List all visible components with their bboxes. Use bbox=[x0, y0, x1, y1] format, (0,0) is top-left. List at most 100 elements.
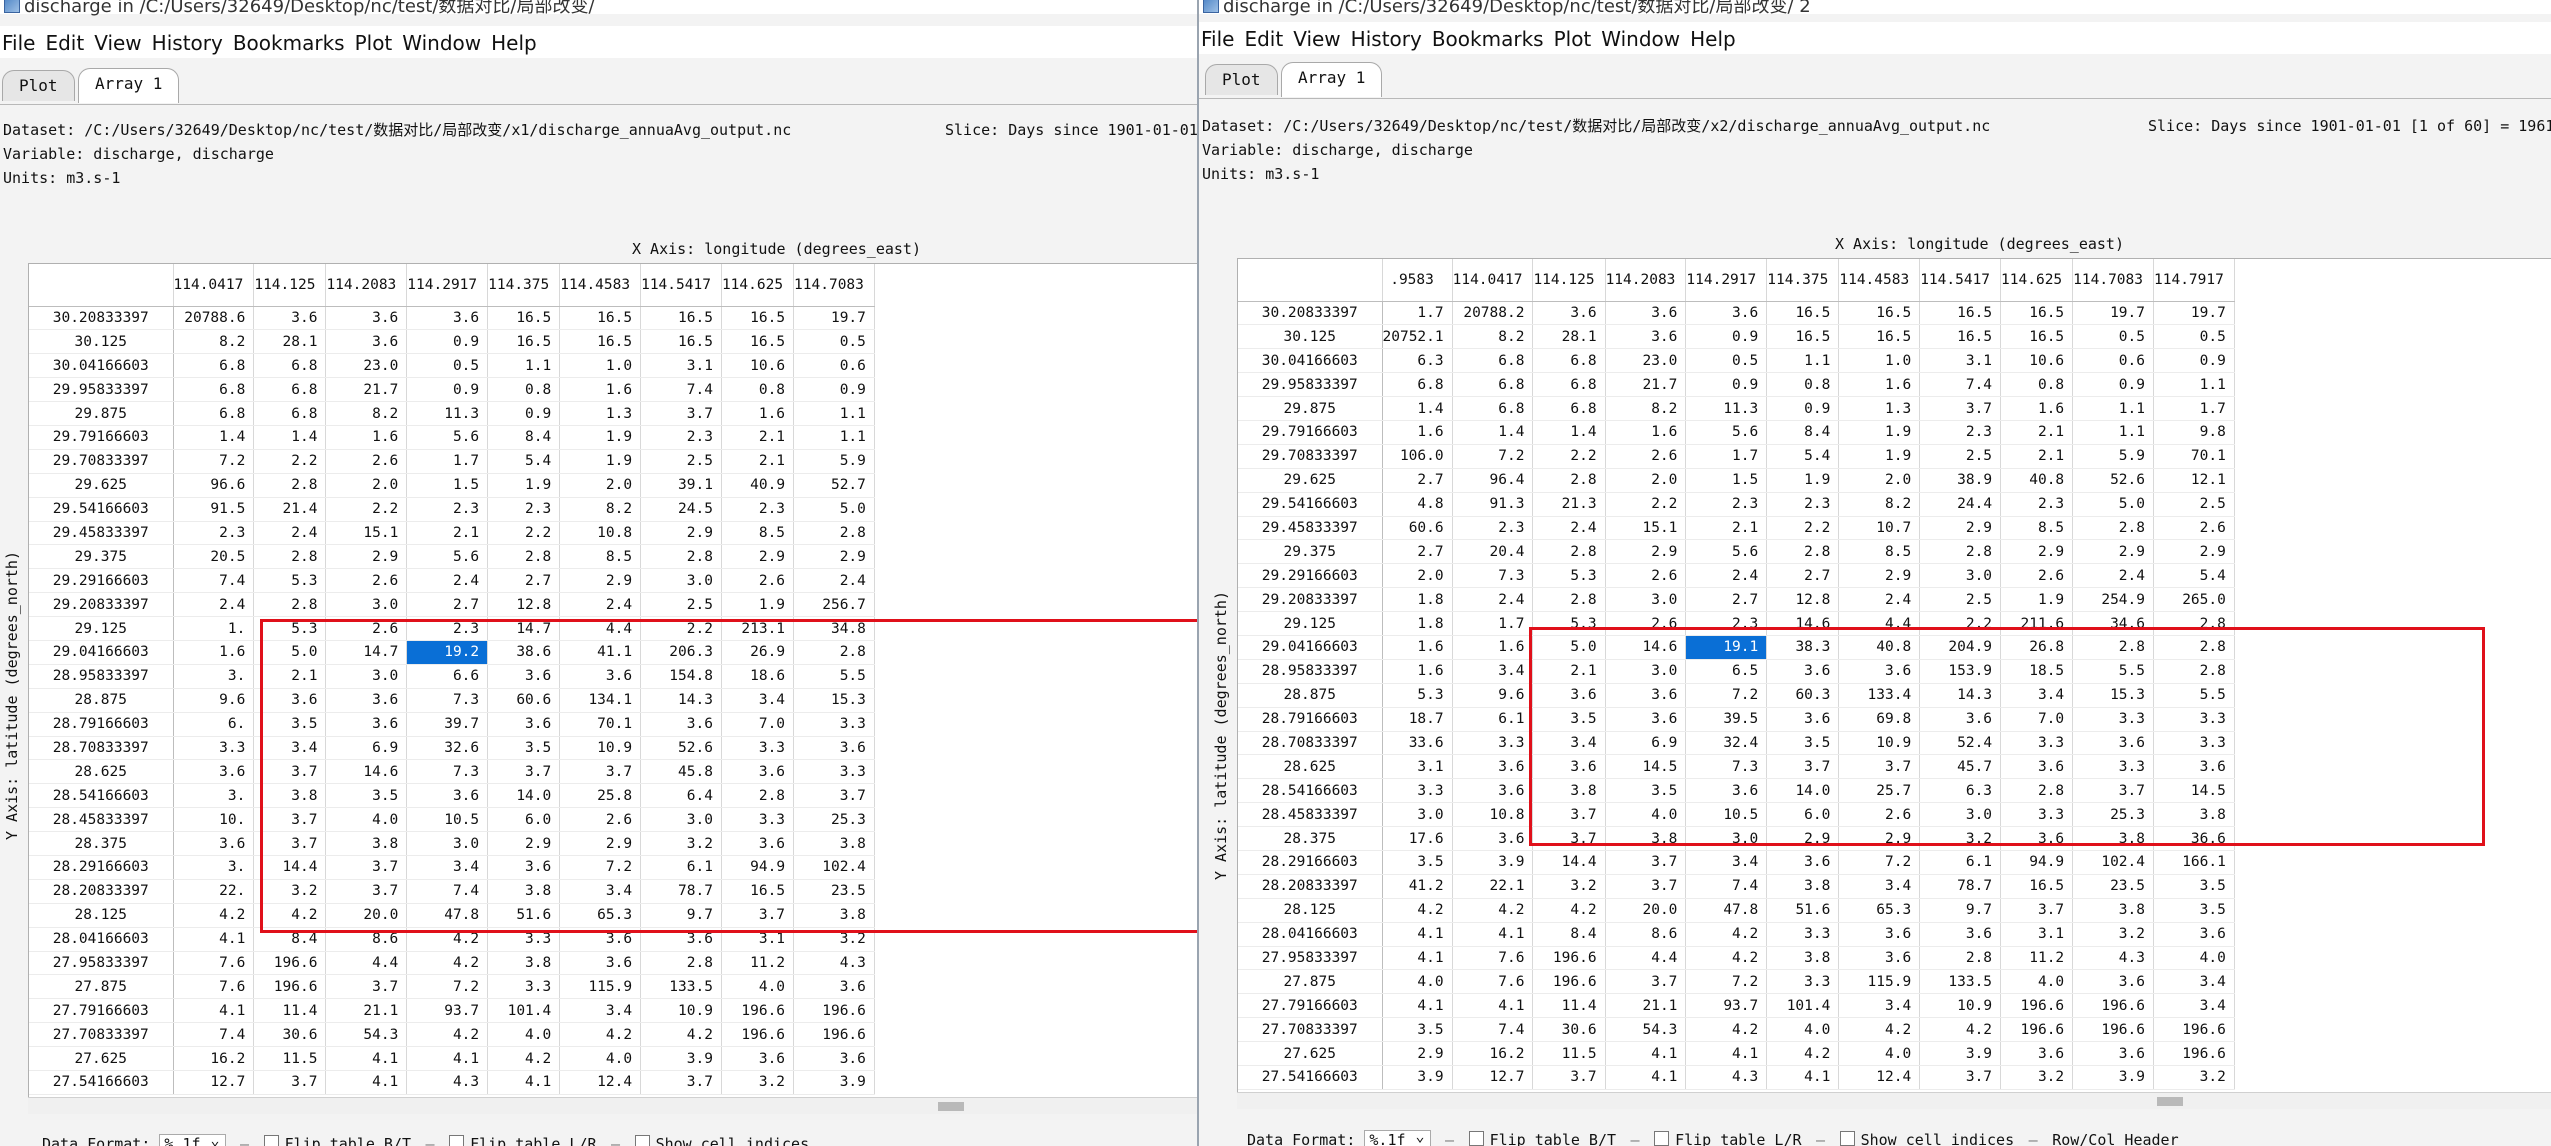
table-cell[interactable]: 3.9 bbox=[1452, 850, 1534, 875]
row-header[interactable]: 29.29166603 bbox=[29, 568, 174, 594]
table-cell[interactable]: 3.7 bbox=[1532, 802, 1606, 828]
table-cell[interactable]: 3.6 bbox=[559, 951, 642, 976]
row-header[interactable]: 29.54166603 bbox=[1238, 492, 1383, 517]
table-cell[interactable]: 4.4 bbox=[1605, 946, 1687, 971]
table-cell[interactable]: 1.9 bbox=[2000, 587, 2074, 613]
table-cell[interactable]: 12.8 bbox=[1766, 587, 1840, 613]
table-cell[interactable]: 3.7 bbox=[1605, 969, 1687, 995]
tab-array-1[interactable]: Array 1 bbox=[78, 68, 180, 103]
table-cell[interactable]: 0.6 bbox=[2072, 348, 2154, 374]
scrollbar-thumb[interactable] bbox=[2157, 1097, 2183, 1106]
table-cell[interactable]: 3.5 bbox=[1532, 707, 1606, 732]
table-cell[interactable]: 3.7 bbox=[253, 807, 327, 833]
table-cell[interactable]: 18.7 bbox=[1382, 707, 1453, 732]
table-cell[interactable]: 2.9 bbox=[1919, 516, 2002, 541]
table-cell[interactable]: 6.8 bbox=[173, 353, 255, 379]
table-cell[interactable]: 3.6 bbox=[1838, 922, 1921, 947]
table-cell[interactable]: 0.8 bbox=[2000, 372, 2074, 398]
table-cell[interactable]: 7.2 bbox=[559, 855, 642, 880]
table-cell[interactable]: 3.6 bbox=[487, 855, 561, 880]
table-cell[interactable]: 2.8 bbox=[2072, 516, 2154, 541]
table-cell[interactable]: 3.6 bbox=[406, 306, 489, 331]
table-cell[interactable]: 4.1 bbox=[325, 1046, 408, 1071]
table-cell[interactable]: 1.7 bbox=[2153, 396, 2235, 421]
table-cell[interactable]: 7.2 bbox=[1838, 850, 1921, 875]
table-cell[interactable]: 15.1 bbox=[1605, 516, 1687, 541]
table-cell[interactable]: 3.3 bbox=[1766, 922, 1840, 947]
table-cell[interactable]: 3.4 bbox=[1532, 731, 1606, 756]
table-cell[interactable]: 5.3 bbox=[253, 568, 327, 594]
table-cell[interactable]: 3.7 bbox=[325, 879, 408, 904]
table-cell[interactable]: 4.1 bbox=[1382, 993, 1453, 1019]
table-cell[interactable]: 6.4 bbox=[640, 783, 722, 809]
table-cell[interactable]: 0.9 bbox=[1685, 372, 1768, 398]
table-cell[interactable]: 1.7 bbox=[1452, 611, 1534, 636]
table-cell[interactable]: 2.6 bbox=[559, 807, 642, 833]
table-cell[interactable]: 10.8 bbox=[559, 521, 642, 546]
table-cell[interactable]: 2.2 bbox=[1919, 611, 2002, 636]
table-cell[interactable]: 2.1 bbox=[253, 664, 327, 689]
table-cell[interactable]: 25.7 bbox=[1838, 778, 1921, 804]
table-cell[interactable]: 11.4 bbox=[253, 998, 327, 1024]
row-header[interactable]: 28.45833397 bbox=[29, 807, 174, 833]
table-cell[interactable]: 10.5 bbox=[1685, 802, 1768, 828]
tab-plot[interactable]: Plot bbox=[1205, 64, 1278, 95]
data-table[interactable]: .9583 114.0417 114.125 114.2083 114.2917 114.… bbox=[1237, 258, 2551, 1096]
table-cell[interactable]: 133.4 bbox=[1838, 683, 1921, 708]
row-header[interactable]: 28.29166603 bbox=[29, 855, 174, 880]
table-cell[interactable]: 4.1 bbox=[1452, 922, 1534, 947]
table-cell[interactable]: 1.1 bbox=[2072, 396, 2154, 421]
table-cell[interactable]: 93.7 bbox=[406, 998, 489, 1024]
table-cell[interactable]: 78.7 bbox=[1919, 874, 2002, 899]
table-cell[interactable]: 2.9 bbox=[325, 544, 408, 570]
table-cell[interactable]: 16.5 bbox=[1919, 301, 2002, 326]
column-header[interactable]: 114.2917 bbox=[406, 264, 489, 307]
table-cell[interactable]: 16.5 bbox=[721, 879, 795, 904]
table-cell[interactable]: 2.5 bbox=[640, 449, 722, 474]
table-cell[interactable]: 2.6 bbox=[325, 449, 408, 474]
table-cell[interactable]: 196.6 bbox=[2072, 993, 2154, 1019]
row-header[interactable]: 28.70833397 bbox=[1238, 731, 1383, 756]
table-cell[interactable]: 3.1 bbox=[1382, 754, 1453, 780]
table-cell[interactable]: 60.6 bbox=[487, 688, 561, 713]
table-cell[interactable]: 4.4 bbox=[1838, 611, 1921, 636]
table-cell[interactable]: 196.6 bbox=[2000, 993, 2074, 1019]
table-cell[interactable]: 2.4 bbox=[406, 568, 489, 594]
table-cell[interactable]: 254.9 bbox=[2072, 587, 2154, 613]
row-header[interactable]: 29.45833397 bbox=[1238, 516, 1383, 541]
row-header[interactable]: 28.375 bbox=[1238, 826, 1383, 851]
table-cell[interactable]: 256.7 bbox=[793, 592, 875, 618]
table-cell[interactable]: 8.2 bbox=[173, 329, 255, 355]
table-cell[interactable]: 10.9 bbox=[559, 736, 642, 761]
table-cell[interactable]: 1.5 bbox=[1685, 468, 1768, 493]
table-cell[interactable]: 65.3 bbox=[1838, 898, 1921, 923]
table-cell[interactable]: 3.5 bbox=[2153, 874, 2235, 899]
table-cell[interactable]: 6.8 bbox=[253, 401, 327, 426]
table-cell[interactable]: 3.7 bbox=[2072, 778, 2154, 804]
table-cell[interactable]: 7.4 bbox=[173, 1022, 255, 1048]
table-cell[interactable]: 15.3 bbox=[2072, 683, 2154, 708]
table-cell[interactable]: 16.5 bbox=[1919, 324, 2002, 350]
table-cell[interactable]: 70.1 bbox=[559, 712, 642, 737]
table-cell[interactable]: 6.8 bbox=[173, 401, 255, 426]
table-cell[interactable]: 0.9 bbox=[487, 401, 561, 426]
table-cell[interactable]: 2.8 bbox=[2153, 659, 2235, 684]
table-cell[interactable]: 21.4 bbox=[253, 497, 327, 522]
table-cell[interactable]: 3.6 bbox=[487, 664, 561, 689]
table-cell[interactable]: 40.8 bbox=[2000, 468, 2074, 493]
table-cell[interactable]: 3.5 bbox=[1382, 850, 1453, 875]
row-header[interactable]: 29.875 bbox=[29, 401, 174, 426]
table-cell[interactable]: 3.6 bbox=[721, 831, 795, 856]
table-cell[interactable]: 2.1 bbox=[721, 425, 795, 450]
table-cell[interactable]: 3.2 bbox=[1919, 826, 2002, 851]
table-cell[interactable]: 23.0 bbox=[1605, 348, 1687, 374]
table-cell[interactable]: 3.3 bbox=[487, 974, 561, 1000]
table-cell[interactable]: 3.3 bbox=[487, 927, 561, 952]
table-cell[interactable]: 16.5 bbox=[559, 306, 642, 331]
table-cell[interactable]: 51.6 bbox=[1766, 898, 1840, 923]
table-cell[interactable]: 4.2 bbox=[1919, 1017, 2002, 1043]
flip-lr-checkbox[interactable] bbox=[449, 1135, 465, 1146]
table-cell[interactable]: 3.8 bbox=[793, 831, 875, 856]
row-header[interactable]: 30.125 bbox=[1238, 324, 1383, 350]
table-cell[interactable]: 4.2 bbox=[1452, 898, 1534, 923]
